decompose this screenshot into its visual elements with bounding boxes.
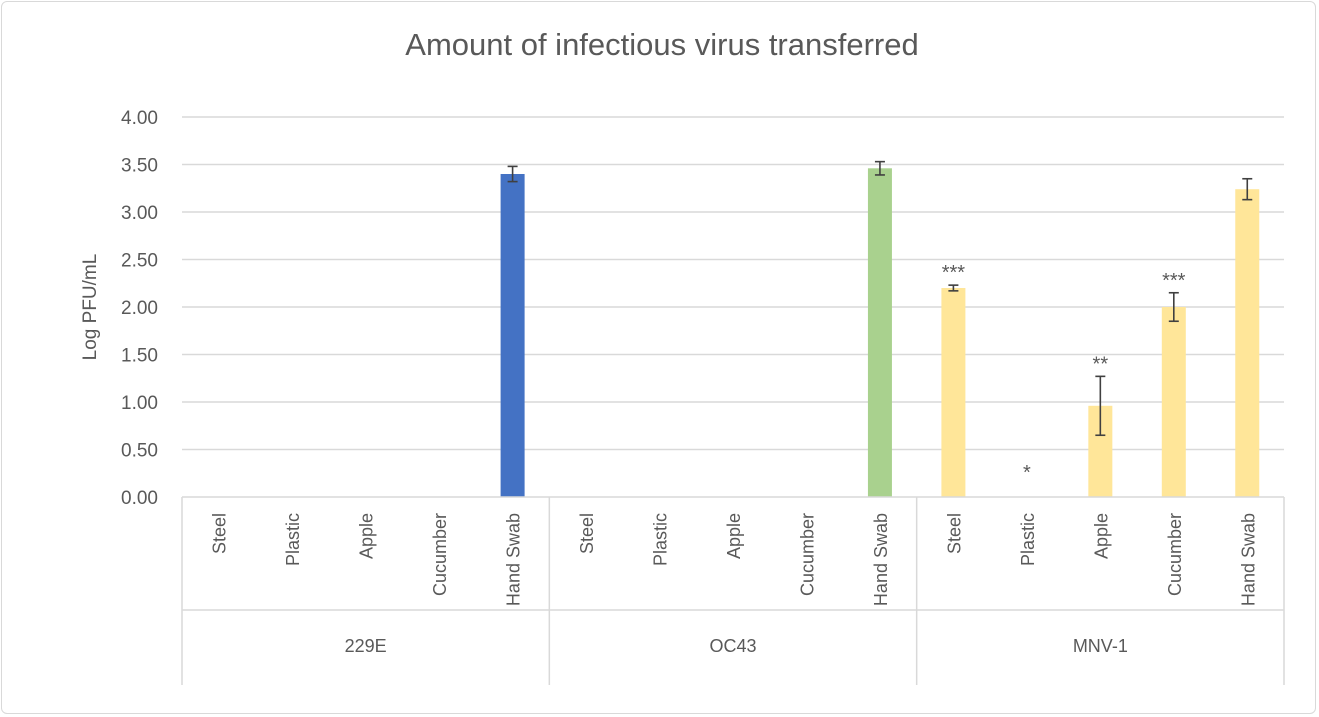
x-category-label: Plastic	[283, 513, 303, 566]
bar	[500, 174, 525, 497]
x-category-label: Hand Swab	[871, 513, 891, 606]
x-category-label: Cucumber	[797, 513, 817, 596]
bar	[941, 288, 966, 497]
y-tick-label: 0.00	[121, 488, 158, 509]
significance-marker: *	[1023, 462, 1031, 484]
y-axis-label: Log PFU/mL	[80, 254, 101, 361]
y-tick-label: 2.50	[121, 251, 158, 272]
x-category-label: Apple	[724, 513, 744, 559]
y-tick-label: 2.00	[121, 298, 158, 319]
x-group-label: MNV-1	[1073, 636, 1128, 656]
x-category-label: Hand Swab	[504, 513, 524, 606]
y-tick-label: 1.00	[121, 393, 158, 414]
bar	[1235, 189, 1260, 497]
x-category-label: Cucumber	[1165, 513, 1185, 596]
x-category-label: Apple	[1091, 513, 1111, 559]
significance-marker: ***	[1162, 270, 1186, 292]
x-group-label: OC43	[709, 636, 756, 656]
x-category-label: Steel	[577, 513, 597, 554]
chart-title: Amount of infectious virus transferred	[405, 27, 918, 62]
x-category-label: Steel	[944, 513, 964, 554]
y-tick-label: 3.00	[121, 203, 158, 224]
significance-marker: ***	[942, 262, 966, 284]
bar	[1161, 307, 1186, 497]
y-tick-label: 3.50	[121, 156, 158, 177]
y-tick-label: 4.00	[121, 108, 158, 129]
y-tick-label: 0.50	[121, 441, 158, 462]
x-category-label: Hand Swab	[1238, 513, 1258, 606]
significance-marker: **	[1093, 353, 1109, 375]
x-category-label: Cucumber	[430, 513, 450, 596]
bar	[867, 168, 892, 498]
x-category-label: Plastic	[1018, 513, 1038, 566]
x-category-label: Steel	[210, 513, 230, 554]
x-group-label: 229E	[345, 636, 387, 656]
y-tick-label: 1.50	[121, 346, 158, 367]
x-category-label: Plastic	[651, 513, 671, 566]
x-category-label: Apple	[357, 513, 377, 559]
